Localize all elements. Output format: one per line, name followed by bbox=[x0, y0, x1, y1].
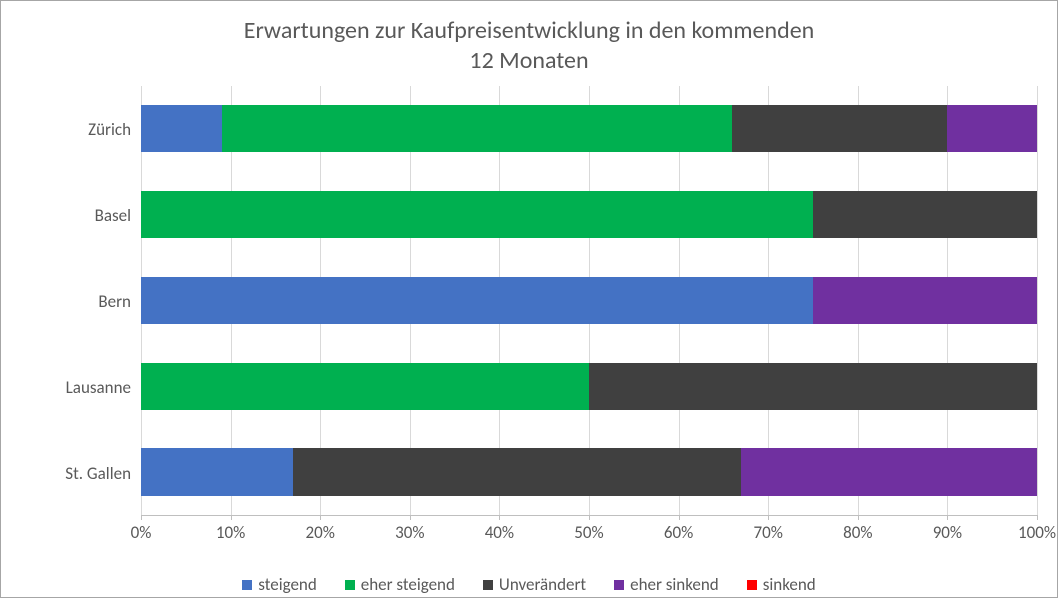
bar-segment-unveraendert bbox=[589, 363, 1037, 410]
bar-segment-unveraendert bbox=[813, 191, 1037, 238]
x-axis-tick-label: 0% bbox=[131, 522, 152, 543]
bar-segment-eher_sinkend bbox=[741, 448, 1037, 495]
x-axis-tick-label: 40% bbox=[485, 522, 514, 543]
x-axis-tick-label: 60% bbox=[664, 522, 693, 543]
bars bbox=[141, 86, 1037, 515]
x-axis: 0%10%20%30%40%50%60%70%80%90%100% bbox=[141, 522, 1037, 546]
x-axis-ticks: 0%10%20%30%40%50%60%70%80%90%100% bbox=[141, 522, 1037, 546]
legend-item-sinkend: sinkend bbox=[747, 574, 816, 595]
chart-title-line1: Erwartungen zur Kaufpreisentwicklung in … bbox=[244, 16, 815, 45]
x-axis-tick-label: 90% bbox=[933, 522, 962, 543]
bar-row bbox=[141, 363, 1037, 410]
legend-swatch bbox=[242, 580, 252, 590]
x-axis-tick-label: 20% bbox=[305, 522, 334, 543]
bar-segment-eher_sinkend bbox=[947, 105, 1037, 152]
y-axis-labels: ZürichBaselBernLausanneSt. Gallen bbox=[21, 86, 141, 516]
x-tick-mark bbox=[1037, 515, 1038, 520]
x-axis-tick-label: 80% bbox=[843, 522, 872, 543]
x-axis-tick-label: 50% bbox=[574, 522, 603, 543]
bar-row bbox=[141, 105, 1037, 152]
x-tick-mark bbox=[679, 515, 680, 520]
x-tick-mark bbox=[589, 515, 590, 520]
x-axis-tick-label: 10% bbox=[216, 522, 245, 543]
x-tick-mark bbox=[768, 515, 769, 520]
x-tick-mark bbox=[410, 515, 411, 520]
bar-segment-unveraendert bbox=[732, 105, 947, 152]
legend-label: steigend bbox=[258, 574, 317, 595]
bar-segment-eher_sinkend bbox=[813, 277, 1037, 324]
y-axis-tick-label: Bern bbox=[21, 258, 131, 344]
legend-swatch bbox=[614, 580, 624, 590]
bar-row bbox=[141, 448, 1037, 495]
plot-area bbox=[141, 86, 1037, 516]
y-axis-tick-label: Basel bbox=[21, 172, 131, 258]
x-axis-tick-label: 30% bbox=[395, 522, 424, 543]
x-axis-tick-label: 100% bbox=[1018, 522, 1056, 543]
x-tick-marks bbox=[141, 515, 1037, 520]
plot-wrap: ZürichBaselBernLausanneSt. Gallen bbox=[21, 86, 1037, 516]
x-tick-mark bbox=[858, 515, 859, 520]
x-tick-mark bbox=[947, 515, 948, 520]
legend-item-steigend: steigend bbox=[242, 574, 317, 595]
legend-item-eher_steigend: eher steigend bbox=[345, 574, 455, 595]
bar-segment-eher_steigend bbox=[141, 191, 813, 238]
legend-label: eher sinkend bbox=[630, 574, 719, 595]
x-tick-mark bbox=[141, 515, 142, 520]
y-axis-tick-label: Zürich bbox=[21, 86, 131, 172]
y-axis-tick-label: St. Gallen bbox=[21, 430, 131, 516]
gridline bbox=[1037, 86, 1038, 515]
chart-title-line2: 12 Monaten bbox=[469, 46, 588, 75]
bar-segment-steigend bbox=[141, 277, 813, 324]
bar-row bbox=[141, 191, 1037, 238]
legend-swatch bbox=[345, 580, 355, 590]
bar-row bbox=[141, 277, 1037, 324]
bar-segment-eher_steigend bbox=[222, 105, 733, 152]
legend-label: Unverändert bbox=[499, 574, 586, 595]
x-tick-mark bbox=[499, 515, 500, 520]
bar-segment-steigend bbox=[141, 448, 293, 495]
y-axis-tick-label: Lausanne bbox=[21, 344, 131, 430]
legend-item-unveraendert: Unverändert bbox=[483, 574, 586, 595]
x-tick-mark bbox=[231, 515, 232, 520]
legend-label: eher steigend bbox=[361, 574, 455, 595]
chart-container: Erwartungen zur Kaufpreisentwicklung in … bbox=[0, 0, 1058, 598]
legend-item-eher_sinkend: eher sinkend bbox=[614, 574, 719, 595]
x-tick-mark bbox=[320, 515, 321, 520]
legend: steigend eher steigend Unverändert eher sin… bbox=[21, 574, 1037, 595]
chart-title: Erwartungen zur Kaufpreisentwicklung in … bbox=[21, 16, 1037, 76]
bar-segment-steigend bbox=[141, 105, 222, 152]
legend-swatch bbox=[747, 580, 757, 590]
legend-label: sinkend bbox=[763, 574, 816, 595]
legend-swatch bbox=[483, 580, 493, 590]
x-axis-tick-label: 70% bbox=[753, 522, 782, 543]
bar-segment-eher_steigend bbox=[141, 363, 589, 410]
bar-segment-unveraendert bbox=[293, 448, 741, 495]
